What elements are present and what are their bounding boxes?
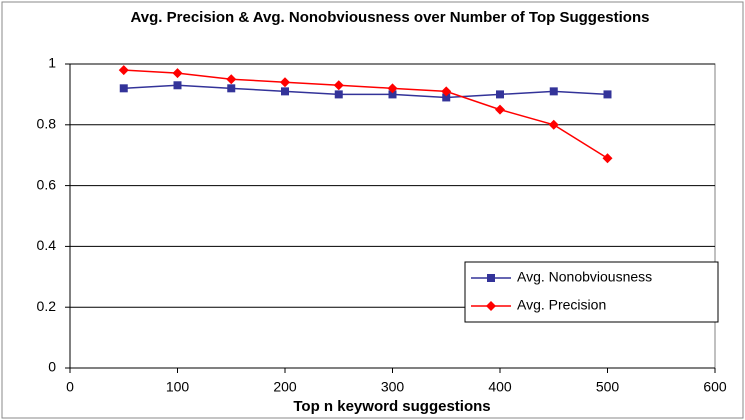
x-axis-label: Top n keyword suggestions [293, 398, 490, 415]
marker [227, 84, 236, 93]
marker [333, 80, 344, 91]
marker [226, 74, 237, 85]
y-tick-label: 0 [48, 359, 56, 375]
y-tick-label: 0.2 [37, 298, 57, 314]
marker [496, 90, 504, 99]
series-line [123, 84, 608, 99]
marker [119, 84, 128, 93]
marker [548, 119, 559, 130]
x-tick-label: 300 [381, 379, 405, 395]
marker [118, 65, 129, 76]
marker [387, 83, 398, 94]
marker [281, 87, 289, 96]
marker [173, 81, 182, 90]
marker [602, 153, 613, 164]
marker [549, 87, 558, 96]
x-tick-label: 600 [703, 379, 727, 395]
marker [603, 90, 612, 99]
y-tick-label: 1 [48, 55, 56, 71]
marker [172, 68, 183, 79]
x-tick-label: 400 [488, 379, 512, 395]
marker [388, 90, 397, 99]
x-tick-label: 0 [66, 379, 74, 395]
legend-box [464, 261, 719, 323]
marker [442, 93, 451, 102]
legend-label: Avg. Precision [517, 297, 606, 313]
x-tick-label: 500 [596, 379, 620, 395]
y-tick-label: 0.6 [37, 176, 57, 192]
x-tick-label: 100 [166, 379, 190, 395]
marker [280, 77, 290, 88]
series-line [123, 69, 608, 159]
legend-label: Avg. Nonobviousness [517, 269, 652, 285]
marker [334, 90, 343, 99]
x-tick-label: 200 [273, 379, 297, 395]
y-tick-label: 0.8 [37, 116, 57, 132]
marker [495, 104, 505, 115]
legend-marker [486, 301, 496, 311]
chart-title: Avg. Precision & Avg. Nonobviousness ove… [130, 9, 650, 26]
legend-marker [487, 274, 495, 282]
marker [441, 86, 452, 97]
y-tick-label: 0.4 [37, 237, 57, 253]
